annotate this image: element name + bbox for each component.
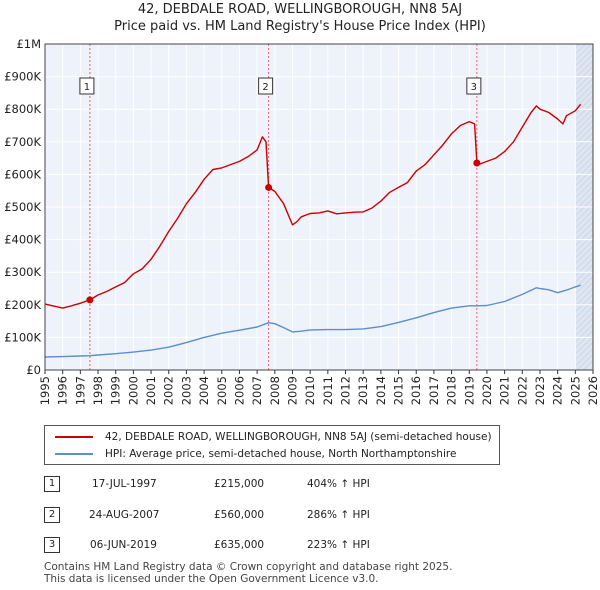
y-tick-label: £1M [16,37,41,51]
y-tick-label: £400K [4,233,41,247]
x-tick-label: 2022 [515,376,529,405]
x-tick-label: 2026 [586,376,600,405]
x-tick-label: 2005 [215,376,229,405]
sale-number-badge: 3 [44,537,60,553]
property-price-line [44,103,582,309]
x-tick-label: 2002 [162,376,176,405]
x-tick-label: 2011 [321,376,335,405]
x-tick-label: 1996 [56,376,70,405]
sale-point [473,159,481,167]
x-tick-label: 2006 [232,376,246,405]
x-tick-label: 1998 [91,376,105,405]
sale-point [265,183,273,191]
sale-hpi-change: 286% ↑ HPI [307,509,370,521]
y-tick-label: £300K [4,265,41,279]
y-tick-label: £700K [4,135,41,149]
x-tick-label: 2008 [268,376,282,405]
x-tick-label: 2013 [356,376,370,405]
sale-row: 2 24-AUG-2007 £560,000 286% ↑ HPI [44,507,564,525]
y-tick-label: £200K [4,298,41,312]
x-tick-label: 2007 [250,376,264,405]
y-tick-label: £100K [4,330,41,344]
legend-item-property: 42, DEBDALE ROAD, WELLINGBOROUGH, NN8 5A… [55,429,492,445]
chart-subtitle: Price paid vs. HM Land Registry's House … [114,19,486,34]
sale-price: £560,000 [214,509,265,521]
x-tick-label: 2018 [445,376,459,405]
x-tick-label: 2009 [285,376,299,405]
sale-label-box [258,77,274,95]
sale-number-badge: 1 [44,476,60,492]
x-tick-label: 2016 [409,376,423,405]
sale-row: 1 17-JUL-1997 £215,000 404% ↑ HPI [44,476,564,494]
legend: 42, DEBDALE ROAD, WELLINGBOROUGH, NN8 5A… [44,425,500,465]
x-tick-label: 2019 [462,376,476,405]
x-tick-label: 1995 [38,376,52,405]
sale-row: 3 06-JUN-2019 £635,000 223% ↑ HPI [44,537,564,555]
x-tick-label: 2020 [480,376,494,405]
x-tick-label: 1997 [73,376,87,405]
sale-label: 3 [471,82,477,93]
x-tick-label: 2017 [427,376,441,405]
sale-number-badge: 2 [44,507,60,523]
sale-date: 17-JUL-1997 [92,478,157,490]
y-tick-label: £500K [4,200,41,214]
y-tick-label: £800K [4,102,41,116]
x-tick-label: 2023 [533,376,547,405]
x-tick-label: 2010 [303,376,317,405]
x-tick-label: 2024 [551,376,565,405]
y-tick-label: £600K [4,167,41,181]
legend-label-hpi: HPI: Average price, semi-detached house,… [105,448,457,460]
sale-label: 2 [262,82,268,93]
sale-label-box [79,77,95,95]
x-tick-label: 2000 [126,376,140,405]
y-tick-label: £900K [4,70,41,84]
hpi-line [44,284,581,358]
x-tick-label: 2015 [392,376,406,405]
x-tick-label: 2014 [374,376,388,405]
x-tick-label: 1999 [109,376,123,405]
plot-border [44,43,594,371]
legend-item-hpi: HPI: Average price, semi-detached house,… [55,446,456,462]
y-tick-label: £0 [26,363,41,377]
sale-label-box [466,77,482,95]
footer-licence: This data is licensed under the Open Gov… [44,573,379,585]
sale-hpi-change: 223% ↑ HPI [307,539,370,551]
sale-date: 24-AUG-2007 [89,509,160,521]
x-tick-label: 2021 [498,376,512,405]
chart-title: 42, DEBDALE ROAD, WELLINGBOROUGH, NN8 5A… [137,2,463,17]
legend-swatch-property [55,436,93,438]
sale-price: £635,000 [214,539,265,551]
sale-label: 1 [84,82,90,93]
footer-copyright: Contains HM Land Registry data © Crown c… [44,561,453,573]
x-tick-label: 2003 [179,376,193,405]
x-tick-label: 2004 [197,376,211,405]
legend-label-property: 42, DEBDALE ROAD, WELLINGBOROUGH, NN8 5A… [105,431,492,443]
sale-date: 06-JUN-2019 [90,539,157,551]
sale-price: £215,000 [214,478,265,490]
x-tick-label: 2001 [144,376,158,405]
price-chart: £0 £100K £200K £300K £400K £500K £600K £700K £80… [4,37,600,405]
x-tick-label: 2025 [568,376,582,405]
legend-swatch-hpi [55,453,93,455]
sale-hpi-change: 404% ↑ HPI [307,478,370,490]
sale-point [86,296,94,304]
x-tick-label: 2012 [339,376,353,405]
